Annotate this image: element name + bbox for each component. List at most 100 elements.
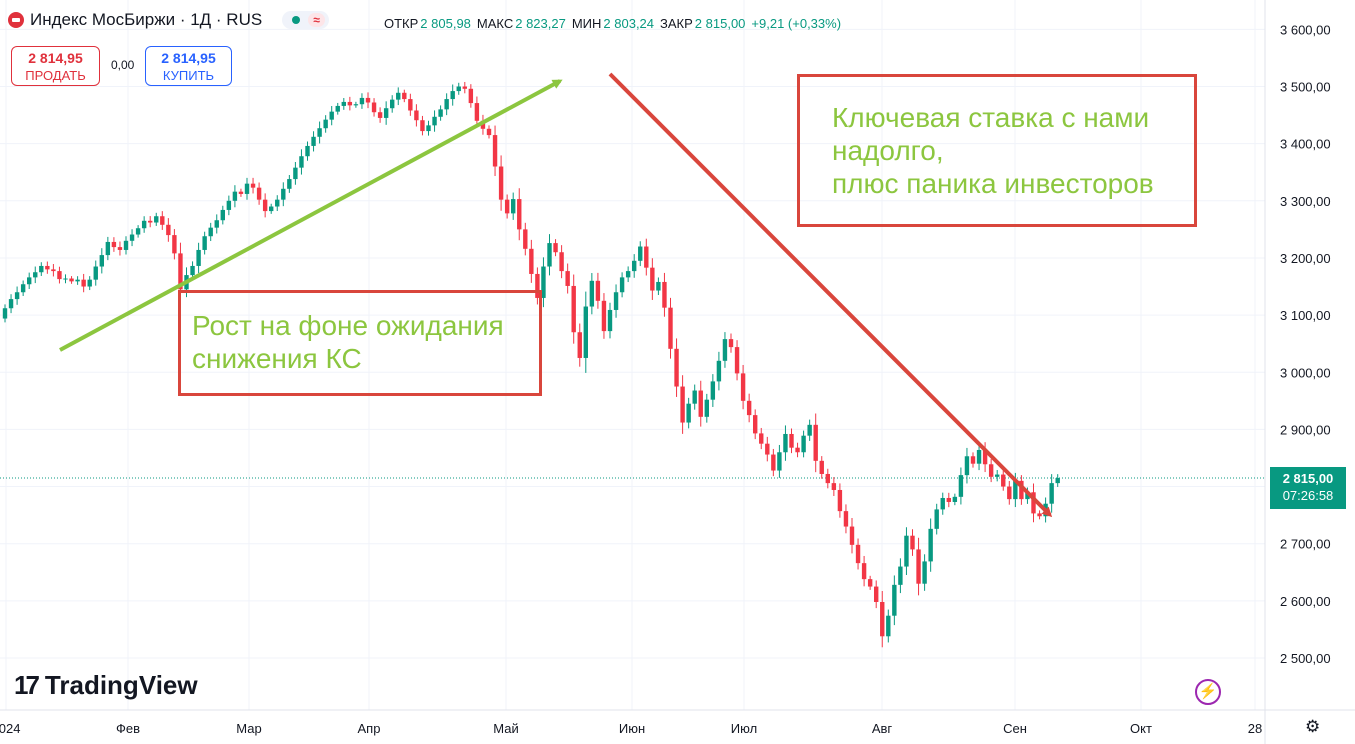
candle-body [740, 373, 746, 401]
candle-body [777, 452, 782, 471]
candle-body [75, 279, 80, 282]
candle-body [710, 381, 716, 400]
candle-body [214, 220, 219, 228]
candle-body [650, 267, 655, 291]
y-tick-label: 3 300,00 [1280, 194, 1331, 209]
candle-body [414, 110, 419, 121]
candle-body [619, 277, 625, 293]
candle-body [559, 252, 564, 272]
sell-price: 2 814,95 [28, 50, 83, 66]
candle-body [783, 433, 788, 453]
candle-body [317, 128, 322, 137]
y-tick-label: 2 700,00 [1280, 537, 1331, 552]
candle-body [849, 526, 855, 545]
candle-body [1001, 474, 1006, 487]
tradingview-mark-icon: 17 [14, 670, 40, 700]
candle-body [190, 265, 195, 276]
indicator-badge[interactable]: ≈ [308, 13, 325, 27]
candle-body [940, 497, 945, 510]
candle-body [613, 292, 619, 310]
x-tick-label: Фев [116, 721, 140, 736]
x-tick-label: Апр [358, 721, 381, 736]
candle-body [69, 278, 74, 282]
candle-body [432, 116, 437, 126]
x-tick-label: Авг [872, 721, 893, 736]
candle-body [402, 92, 407, 100]
candle-body [517, 199, 522, 230]
candle-body [299, 156, 304, 168]
candle-body [287, 179, 292, 189]
candle-body [51, 269, 56, 272]
candle-body [504, 199, 510, 214]
candle-body [8, 299, 14, 309]
time-axis: 2024 Фев Мар Апр Май Июн Июл Авг Сен Окт 28 [0, 721, 1262, 736]
candle-body [934, 509, 939, 529]
candle-body [607, 309, 613, 332]
candle-body [632, 260, 637, 272]
candle-body [444, 99, 449, 110]
candle-body [39, 265, 44, 273]
sell-button[interactable]: 2 814,95 ПРОДАТЬ [11, 46, 100, 86]
candle-body [438, 109, 443, 117]
annotation-box-key-rate[interactable]: Ключевая ставка с нами надолго, плюс пан… [797, 74, 1197, 227]
candle-body [831, 483, 837, 490]
change-value: +9,21 (+0,33%) [751, 16, 842, 31]
candle-body [57, 271, 62, 280]
candle-body [426, 125, 431, 132]
buy-button[interactable]: 2 814,95 КУПИТЬ [145, 46, 232, 86]
candle-body [813, 424, 818, 461]
candle-body [746, 400, 752, 416]
close-label: ЗАКР [660, 16, 693, 31]
candle-body [486, 128, 492, 136]
candle-body [843, 511, 849, 527]
annotation-box-growth[interactable]: Рост на фоне ожидания снижения КС [178, 290, 542, 396]
candle-body [988, 464, 994, 477]
candle-body [81, 279, 86, 287]
candle-body [1007, 486, 1012, 500]
candle-body [196, 249, 201, 266]
candle-body [795, 447, 800, 453]
candle-body [583, 306, 588, 358]
candle-body [450, 91, 455, 100]
candle-body [45, 265, 50, 270]
indicator-pill[interactable]: ≈ [282, 11, 329, 29]
lightning-icon[interactable]: ⚡ [1195, 679, 1221, 705]
candle-body [692, 390, 697, 404]
candle-body [880, 601, 885, 637]
y-tick-label: 2 500,00 [1280, 651, 1331, 666]
candle-body [232, 191, 238, 201]
candle-body [135, 228, 141, 235]
candle-body [565, 271, 570, 286]
candle-body [377, 112, 383, 118]
candle-body [547, 243, 552, 267]
candle-body [601, 300, 607, 332]
candle-body [1037, 513, 1042, 517]
x-tick-label: Мар [236, 721, 261, 736]
gear-icon[interactable]: ⚙ [1305, 717, 1321, 736]
candle-body [982, 449, 988, 465]
candle-body [716, 360, 722, 382]
tradingview-logo[interactable]: 17 TradingView [14, 670, 198, 701]
candle-body [970, 456, 976, 464]
candle-body [383, 108, 389, 118]
x-tick-label: Июл [731, 721, 757, 736]
candle-body [1049, 483, 1054, 504]
candle-body [154, 216, 159, 223]
candle-body [365, 97, 371, 103]
buy-price: 2 814,95 [161, 50, 216, 66]
candle-body [511, 199, 516, 214]
candle-body [305, 145, 310, 157]
candle-body [105, 241, 111, 256]
buy-label: КУПИТЬ [162, 68, 215, 83]
open-value: 2 805,98 [420, 16, 471, 31]
candle-body [674, 348, 679, 387]
candle-body [208, 227, 213, 237]
candle-body [172, 235, 177, 254]
symbol-title[interactable]: Индекс МосБиржи · 1Д · RUS [30, 10, 263, 29]
candle-body [952, 496, 958, 502]
high-label: МАКС [476, 16, 514, 31]
candle-body [589, 280, 595, 307]
candle-body [886, 615, 891, 637]
candle-body [1019, 480, 1024, 500]
